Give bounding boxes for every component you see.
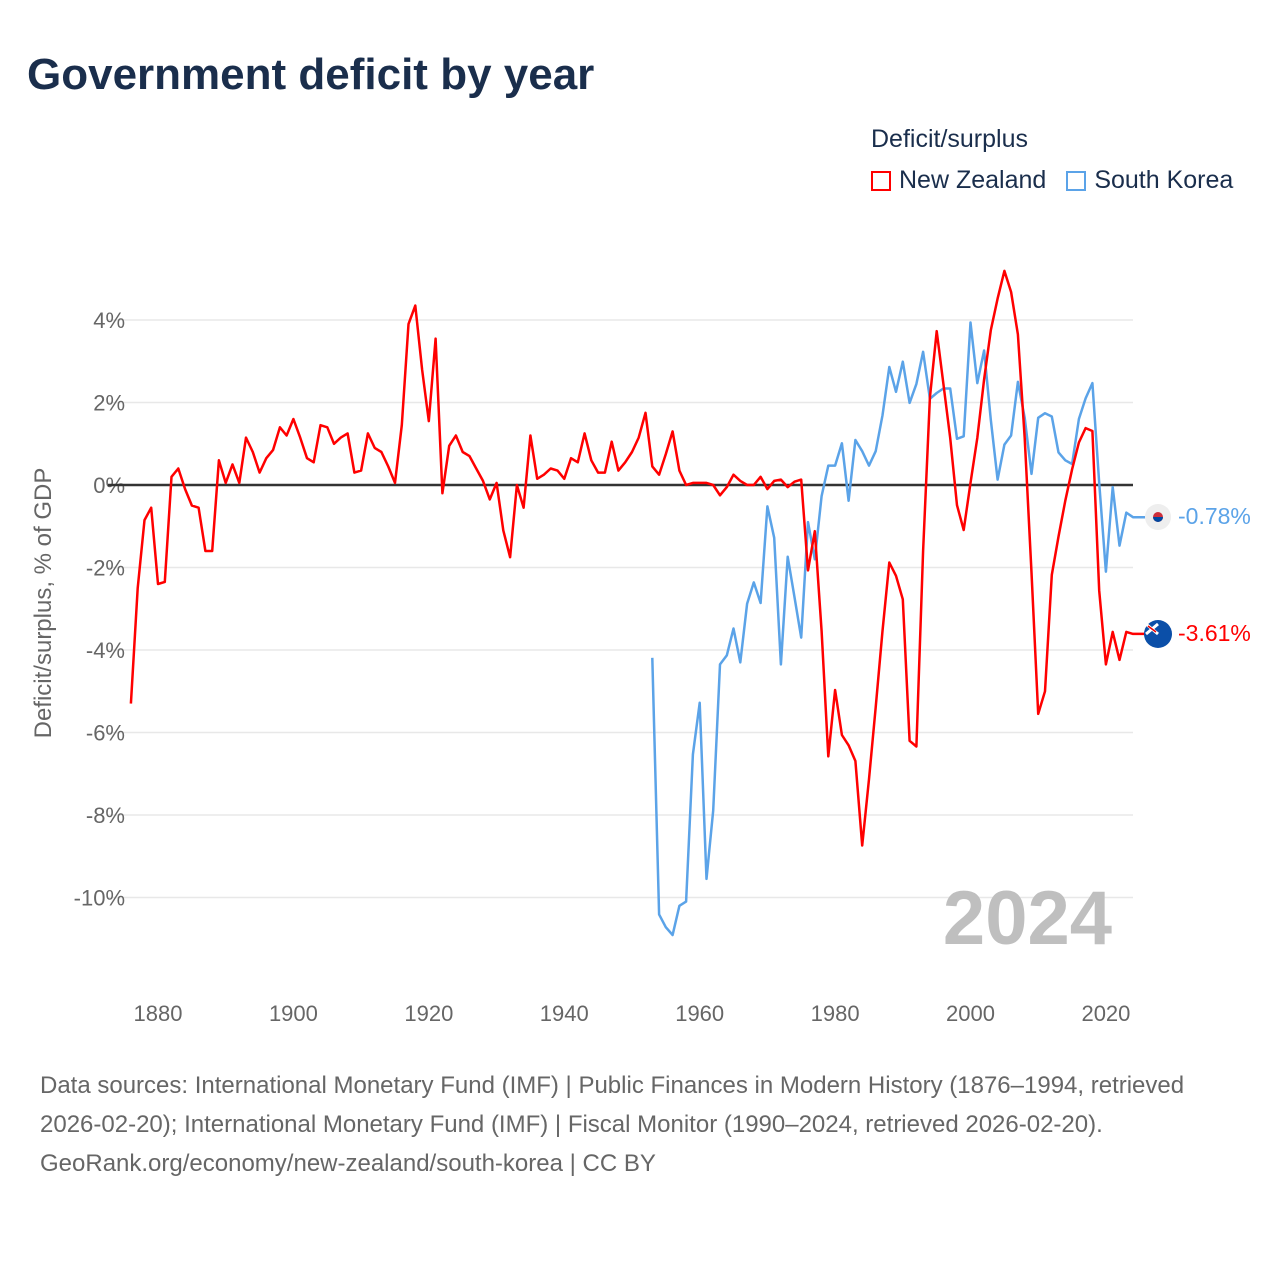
series-line-new-zealand[interactable] — [129, 269, 1145, 847]
y-axis-ticks: 4%2%0%-2%-4%-6%-8%-10% — [74, 308, 125, 911]
legend-label: South Korea — [1094, 166, 1234, 194]
flag-new-zealand-icon — [1144, 620, 1172, 648]
x-tick-label: 1940 — [540, 1001, 589, 1026]
y-tick-label: 2% — [93, 391, 125, 416]
credit-link[interactable]: GeoRank.org/economy/new-zealand/south-ko… — [40, 1150, 656, 1177]
x-tick-label: 1960 — [675, 1001, 724, 1026]
y-tick-label: -2% — [86, 556, 125, 581]
x-tick-label: 2000 — [946, 1001, 995, 1026]
x-axis-ticks: 1880 1900 1920 1940 1960 1980 2000 2020 — [134, 1001, 1131, 1026]
legend-item-south-korea[interactable]: South Korea — [1066, 166, 1233, 195]
series-lines — [129, 269, 1145, 937]
end-label-south-korea: -0.78% — [1178, 503, 1251, 529]
legend-item-new-zealand[interactable]: New Zealand — [871, 166, 1046, 195]
x-tick-label: 1880 — [134, 1001, 183, 1026]
current-year-label: 2024 — [943, 876, 1112, 961]
legend: New Zealand South Korea — [871, 166, 1233, 195]
y-axis-label: Deficit/surplus, % of GDP — [30, 468, 57, 739]
flag-south-korea-icon — [1145, 504, 1171, 530]
legend-swatch-new-zealand — [871, 170, 891, 191]
legend-swatch-south-korea — [1066, 170, 1087, 191]
y-tick-label: -10% — [74, 886, 125, 911]
footer: Data sources: International Monetary Fun… — [40, 1066, 1240, 1183]
end-label-new-zealand: -3.61% — [1178, 620, 1251, 646]
legend-label: New Zealand — [899, 166, 1047, 194]
x-tick-label: 1980 — [811, 1001, 860, 1026]
line-chart: 4%2%0%-2%-4%-6%-8%-10% 1880 1900 1920 1940 1… — [30, 269, 1251, 1026]
data-sources: Data sources: International Monetary Fun… — [40, 1072, 1185, 1138]
x-tick-label: 2020 — [1081, 1001, 1130, 1026]
y-tick-label: -8% — [86, 803, 125, 828]
y-tick-label: -4% — [86, 638, 125, 663]
x-tick-label: 1920 — [404, 1001, 453, 1026]
x-tick-label: 1900 — [269, 1001, 318, 1026]
y-tick-label: -6% — [86, 721, 125, 746]
series-line-south-korea[interactable] — [651, 321, 1145, 937]
y-tick-label: 4% — [93, 308, 125, 333]
chart-title: Government deficit by year — [27, 50, 595, 99]
legend-title: Deficit/surplus — [871, 125, 1028, 153]
grid — [108, 319, 1133, 899]
